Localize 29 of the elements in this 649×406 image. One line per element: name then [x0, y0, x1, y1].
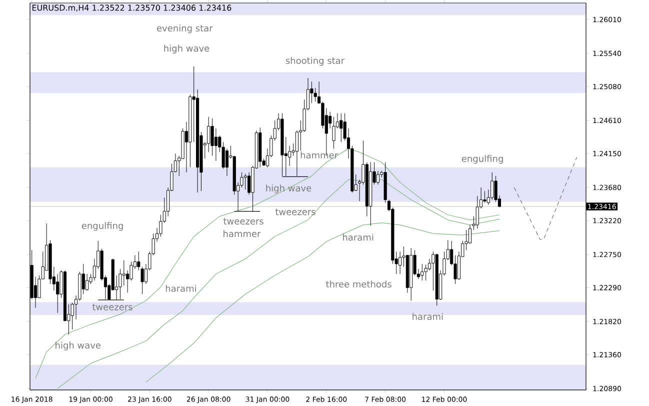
- candlestick: [490, 172, 494, 200]
- annotation: harami: [412, 312, 443, 320]
- annotation: shooting star: [286, 57, 345, 66]
- candlestick: [398, 251, 402, 274]
- candlestick: [225, 148, 229, 176]
- annotation: three methods: [326, 280, 392, 288]
- candlestick: [340, 113, 343, 142]
- annotation: engulfing: [82, 222, 123, 231]
- annotation: tweezers: [275, 208, 316, 216]
- annotation: high wave: [266, 184, 312, 194]
- candlestick: [420, 264, 424, 281]
- candlestick: [244, 174, 247, 190]
- annotation: high wave: [164, 44, 210, 54]
- candlestick: [86, 274, 89, 291]
- annotation: tweezers: [92, 304, 132, 310]
- candlestick: [122, 260, 126, 286]
- candlestick: [207, 116, 210, 152]
- annotation: tweezers: [223, 218, 264, 225]
- candlestick: [214, 128, 218, 162]
- annotation: harami: [166, 284, 196, 292]
- annotation: hammer: [224, 230, 261, 238]
- candlestick: [376, 170, 380, 185]
- chart-title: EURUSD.m,H4 1.23522 1.23570 1.23406 1.23416: [32, 4, 232, 12]
- candlestick: [468, 224, 472, 244]
- candlestick: [288, 145, 292, 166]
- annotation: evening star: [156, 24, 213, 34]
- annotation: engulfing: [462, 155, 503, 164]
- annotation: harami: [343, 234, 374, 241]
- annotation: high wave: [56, 342, 101, 350]
